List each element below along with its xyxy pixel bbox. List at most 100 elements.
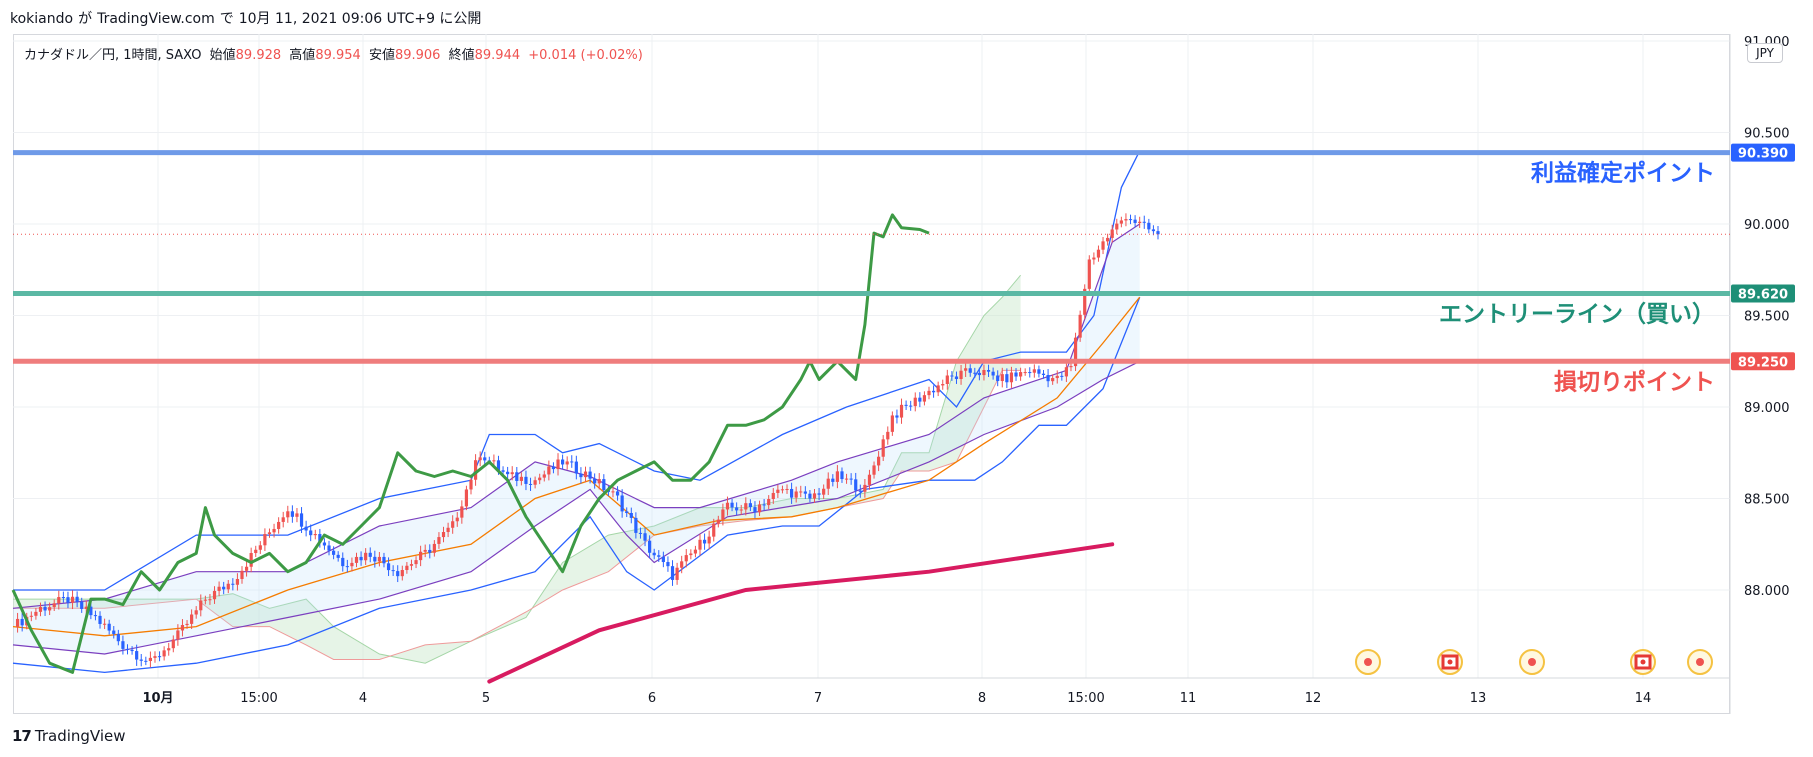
candle-body xyxy=(886,431,890,440)
symbol-label[interactable]: カナダドル／円, 1時間, SAXO xyxy=(24,48,202,63)
candle-body xyxy=(299,513,304,527)
candle-body xyxy=(240,570,244,579)
candle-body xyxy=(1028,372,1032,374)
bollinger-upper xyxy=(13,150,1141,591)
candle-body xyxy=(93,615,98,617)
bollinger-lower xyxy=(12,296,1141,674)
candle-body xyxy=(212,590,217,600)
take-profit-price-tag xyxy=(1731,143,1795,162)
candle-body xyxy=(620,495,624,512)
candle-body xyxy=(574,461,578,474)
candle-body xyxy=(194,610,198,615)
stop-loss-price-tag xyxy=(1731,352,1795,371)
site-name[interactable]: TradingView.com xyxy=(97,11,215,27)
candle-body xyxy=(661,556,665,563)
candle-body xyxy=(423,549,427,552)
candle-body xyxy=(1005,374,1009,383)
candle-body xyxy=(203,599,207,601)
candle-body xyxy=(313,534,317,536)
candle-body xyxy=(153,656,157,658)
candle-body xyxy=(478,457,482,461)
candle-body xyxy=(593,478,597,484)
candle-body xyxy=(941,384,945,386)
candle-body xyxy=(506,471,510,475)
candle-body xyxy=(643,533,647,541)
candle-body xyxy=(872,465,876,475)
candle-body xyxy=(135,651,139,660)
header-ga: が xyxy=(78,11,93,27)
candle-body xyxy=(428,549,432,553)
candle-body xyxy=(1073,337,1078,367)
candle-body xyxy=(400,570,404,577)
candle-body xyxy=(254,549,258,554)
candle-body xyxy=(1069,366,1073,368)
tradingview-mark-icon: 17 xyxy=(12,727,32,745)
candle-body xyxy=(364,552,368,561)
candle-body xyxy=(579,473,583,478)
candle-body xyxy=(844,478,849,480)
candle-body xyxy=(492,460,496,462)
candle-body xyxy=(602,479,606,491)
candle-body xyxy=(835,471,839,482)
candle-body xyxy=(1078,314,1082,338)
candle-body xyxy=(561,459,565,465)
candle-body xyxy=(867,474,872,485)
take-profit-annotation: 利益確定ポイント xyxy=(1531,160,1715,187)
candle-body xyxy=(48,607,52,611)
candle-body xyxy=(1087,259,1091,289)
candle-body xyxy=(515,472,519,481)
high-value: 89.954 xyxy=(315,48,361,63)
candle-body xyxy=(881,439,885,457)
candle-body xyxy=(162,650,166,657)
x-tick-label: 6 xyxy=(648,691,656,706)
ohlc-legend: カナダドル／円, 1時間, SAXO 始値89.928 高値89.954 安値8… xyxy=(24,44,647,63)
bollinger-lower-inner xyxy=(12,360,1140,655)
candle-body xyxy=(890,415,894,432)
tradingview-logo[interactable]: 17 TradingView xyxy=(12,727,126,745)
x-tick-label: 7 xyxy=(814,691,822,706)
candle-body xyxy=(936,385,940,393)
candle-body xyxy=(1032,369,1036,373)
candle-body xyxy=(15,618,20,627)
candle-body xyxy=(698,539,702,550)
cloud-line-b xyxy=(13,369,1021,660)
candle-body xyxy=(290,511,294,517)
low-label: 安値 xyxy=(368,48,395,63)
candle-body xyxy=(615,491,620,496)
candle-body xyxy=(263,534,267,546)
candle-body xyxy=(341,557,345,567)
candle-body xyxy=(597,479,601,484)
candle-body xyxy=(419,551,423,561)
candle-body xyxy=(542,474,546,478)
candle-body xyxy=(977,372,981,376)
candle-body xyxy=(52,603,56,608)
candle-body xyxy=(43,606,47,611)
candle-body xyxy=(171,639,175,649)
candle-body xyxy=(332,550,336,555)
author-name[interactable]: kokiando xyxy=(10,11,74,27)
candle-body xyxy=(345,566,349,568)
candle-body xyxy=(1138,221,1142,223)
open-label: 始値 xyxy=(209,48,236,63)
candle-body xyxy=(89,606,93,616)
candle-body xyxy=(157,656,162,658)
change-value: +0.014 (+0.02%) xyxy=(528,48,643,63)
y-tick-label: 90.500 xyxy=(1744,127,1790,142)
candle-body xyxy=(986,369,991,372)
candle-body xyxy=(707,536,711,544)
candle-body xyxy=(648,540,652,553)
candle-body xyxy=(231,583,235,585)
candle-body xyxy=(267,532,272,535)
candle-body xyxy=(391,570,395,572)
candle-body xyxy=(414,560,418,565)
currency-badge[interactable]: JPY xyxy=(1747,43,1783,63)
open-value: 89.928 xyxy=(235,48,282,63)
candle-body xyxy=(909,405,913,407)
candle-body xyxy=(382,556,386,564)
candle-body xyxy=(538,477,542,481)
x-tick-label: 5 xyxy=(482,691,490,706)
candle-body xyxy=(533,480,537,485)
candle-body xyxy=(235,578,240,585)
candle-body xyxy=(996,375,1000,382)
